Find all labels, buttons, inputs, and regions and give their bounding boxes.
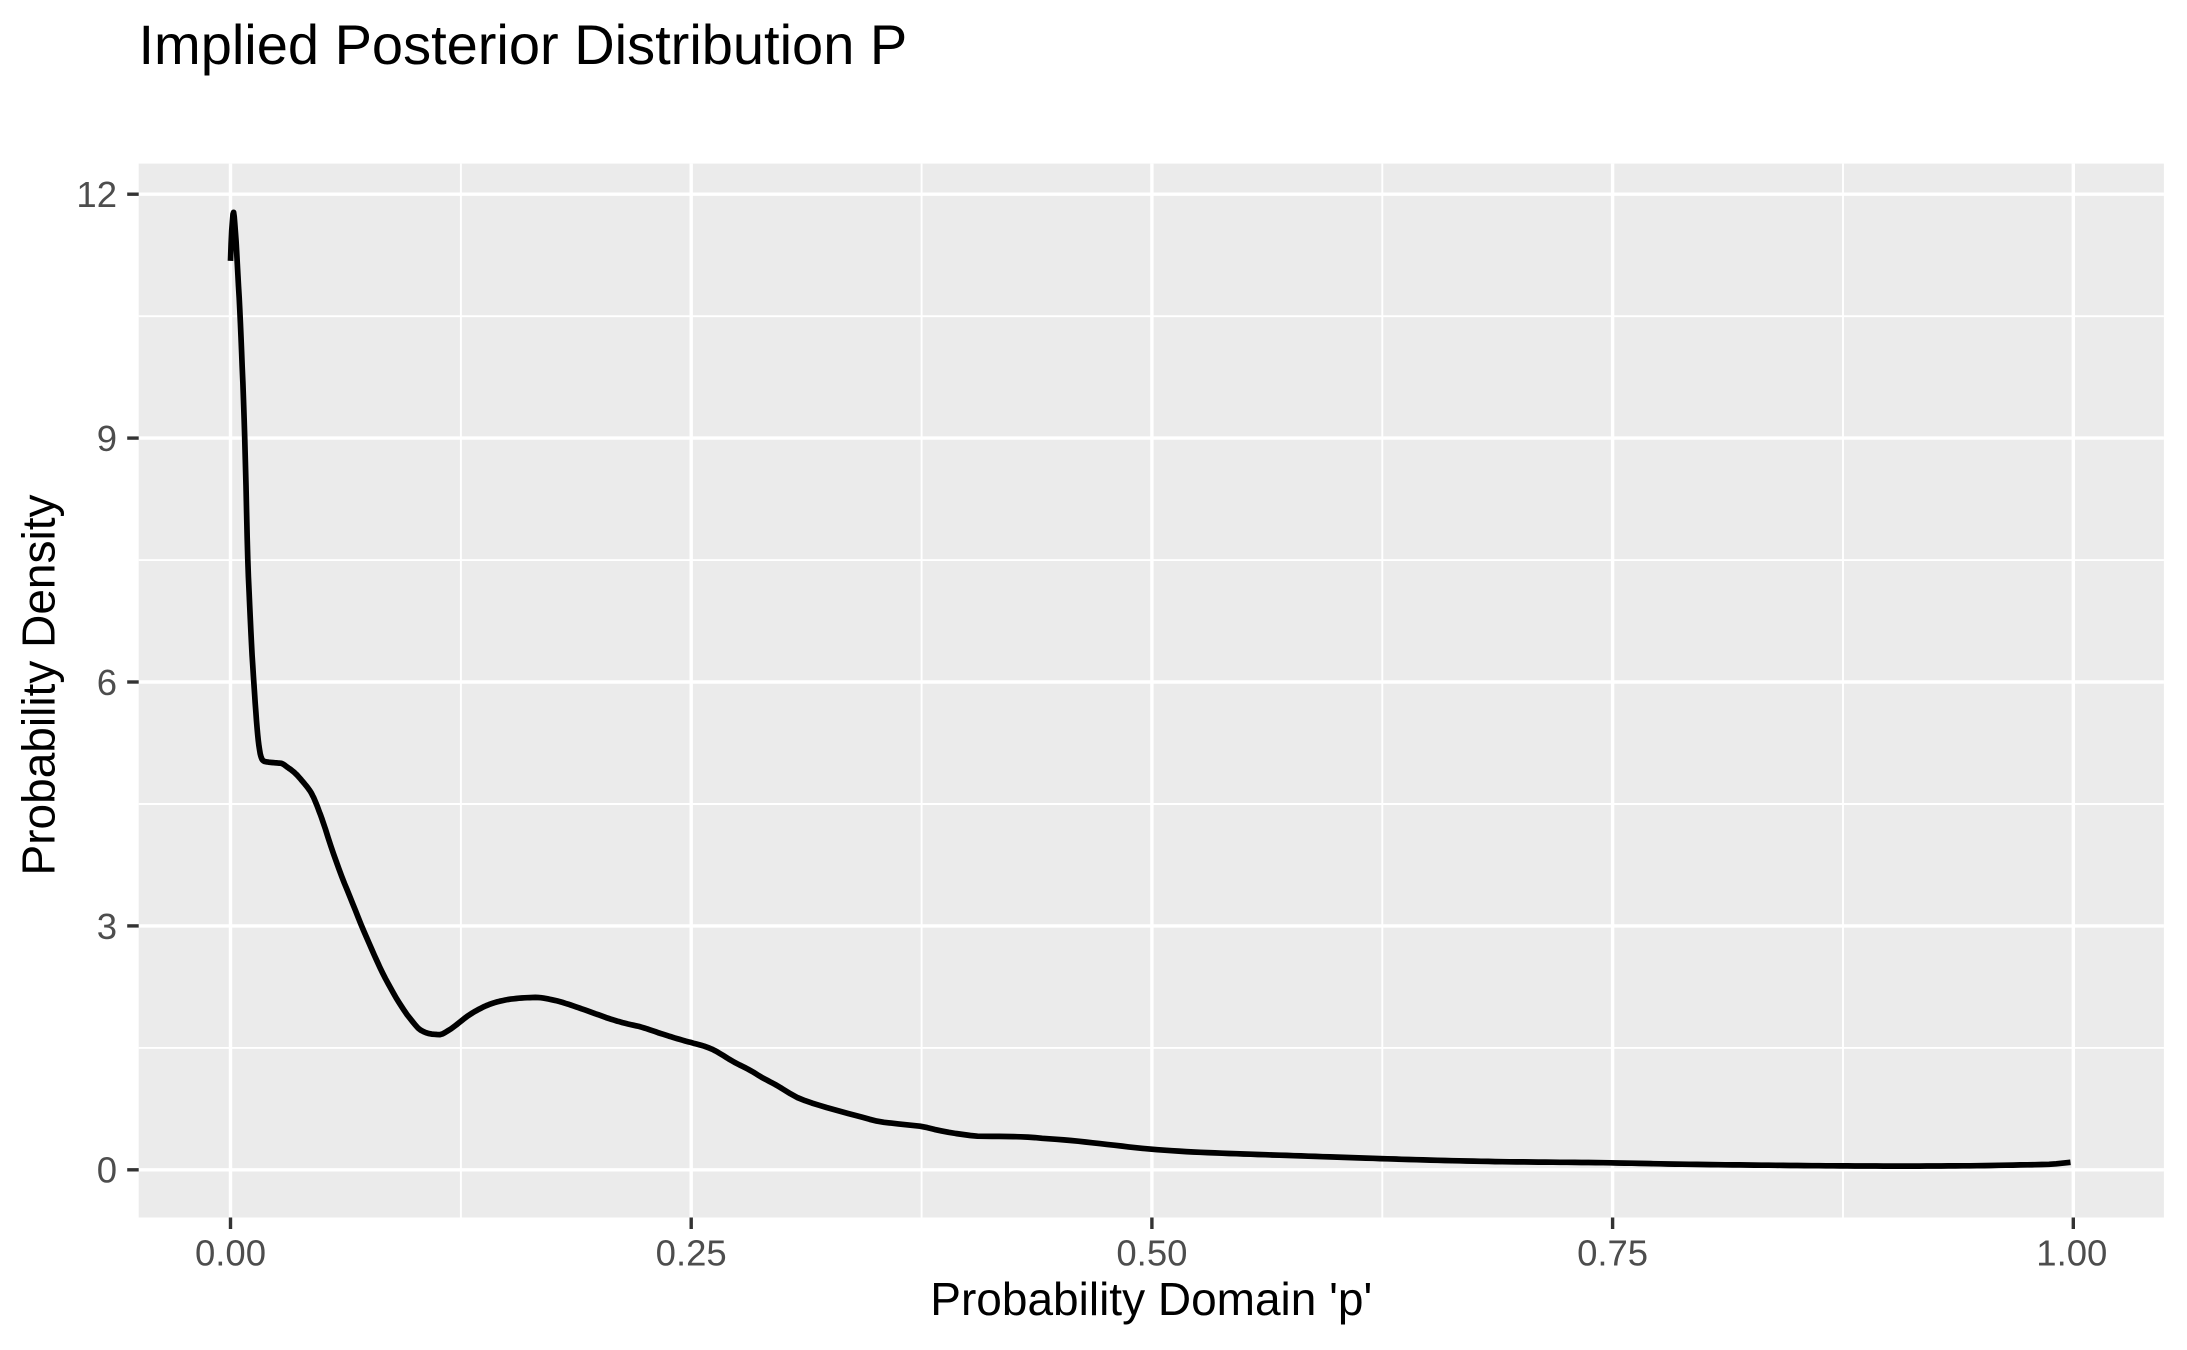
svg-text:Probability Domain 'p': Probability Domain 'p' [930,1273,1372,1325]
svg-text:6: 6 [97,662,117,703]
svg-text:0.50: 0.50 [1116,1233,1187,1274]
svg-text:1.00: 1.00 [2036,1233,2107,1274]
svg-text:0.25: 0.25 [656,1233,727,1274]
svg-text:0.75: 0.75 [1577,1233,1648,1274]
svg-text:Probability Density: Probability Density [12,495,64,876]
svg-text:12: 12 [76,174,117,215]
svg-text:0: 0 [97,1150,117,1191]
svg-text:0.00: 0.00 [195,1233,266,1274]
svg-text:Implied Posterior Distribution: Implied Posterior Distribution P [139,13,908,76]
svg-text:9: 9 [97,418,117,459]
svg-text:3: 3 [97,906,117,947]
